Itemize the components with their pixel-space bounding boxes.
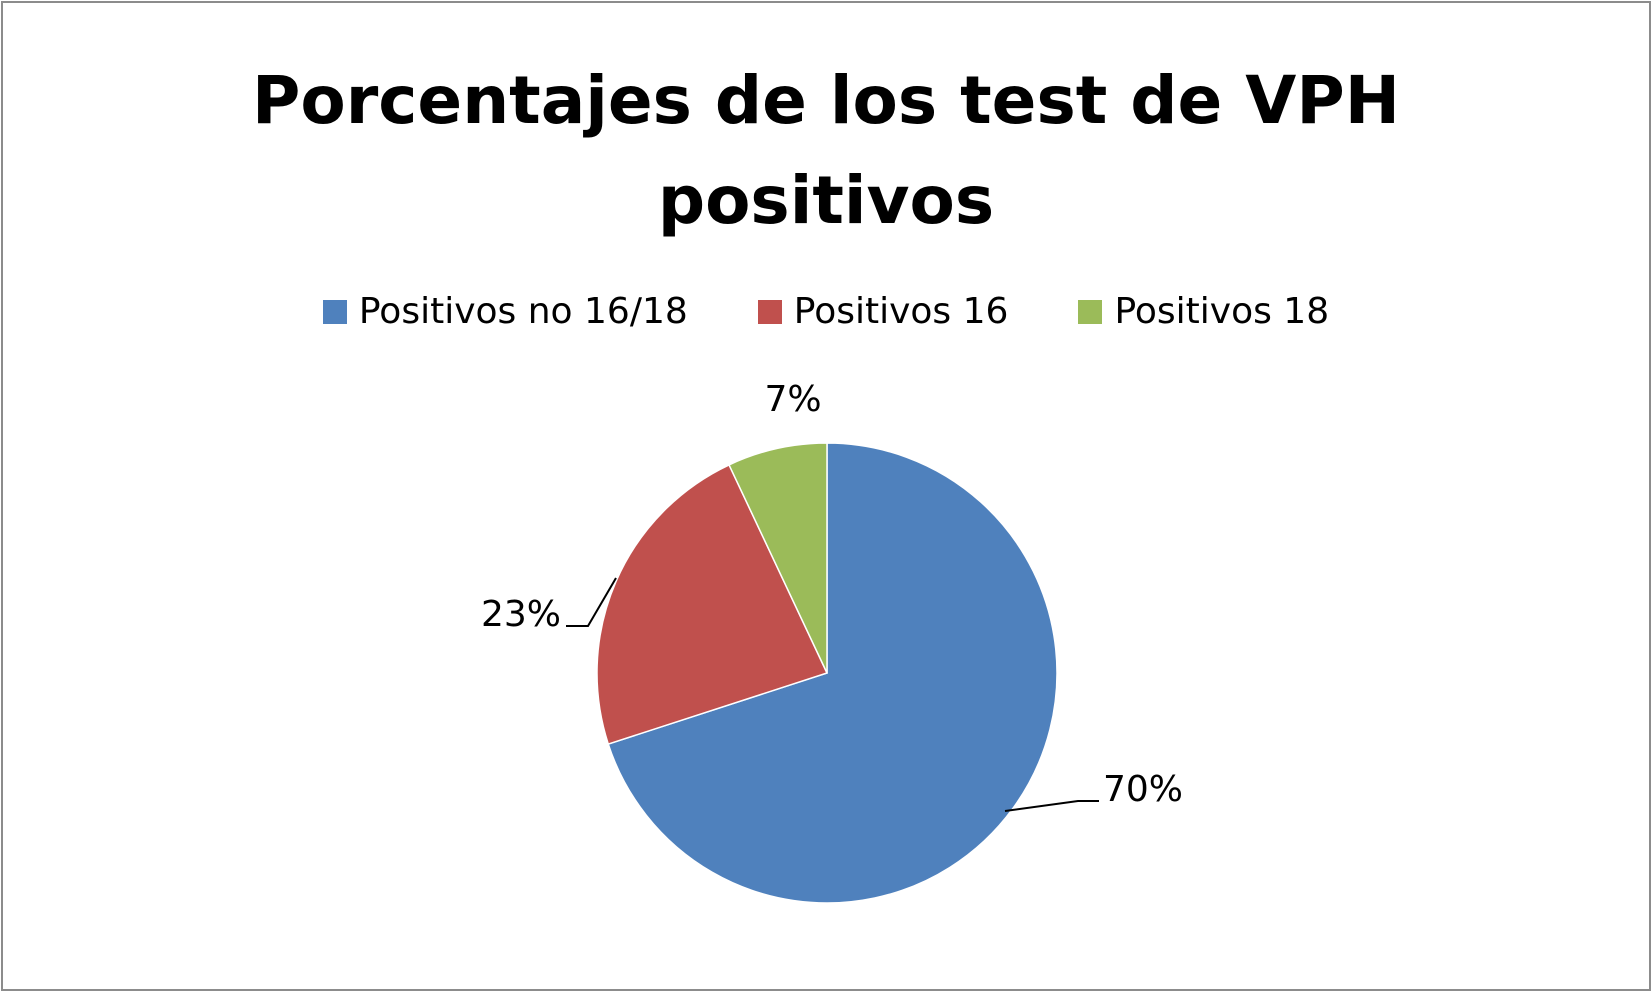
legend-swatch [322,299,347,324]
legend-item-positivos-no-16-18: Positivos no 16/18 [322,291,688,332]
chart-title: Porcentajes de los test de VPH positivos [3,51,1649,251]
legend-label: Positivos 16 [793,291,1009,332]
leader-line [566,577,617,627]
legend-label: Positivos 18 [1114,291,1330,332]
legend-label: Positivos no 16/18 [358,291,688,332]
data-label: 7% [764,379,821,420]
legend-item-positivos-16: Positivos 16 [757,291,1009,332]
chart-title-line-1: Porcentajes de los test de VPH [252,62,1400,139]
pie-slice-positivos-18 [728,442,828,674]
chart-title-line-2: positivos [657,162,995,239]
data-label: 23% [481,594,561,635]
data-label: 70% [1103,769,1183,810]
pie-chart: 70% 23% 7% [481,379,1183,904]
legend-swatch [1078,299,1103,324]
pie-slice-positivos-no-16-18 [607,442,1058,904]
leader-line [1004,800,1099,812]
legend: Positivos no 16/18 Positivos 16 Positivo… [3,291,1649,332]
legend-swatch [757,299,782,324]
pie-slice-positivos-16 [596,463,829,746]
legend-item-positivos-18: Positivos 18 [1078,291,1329,332]
